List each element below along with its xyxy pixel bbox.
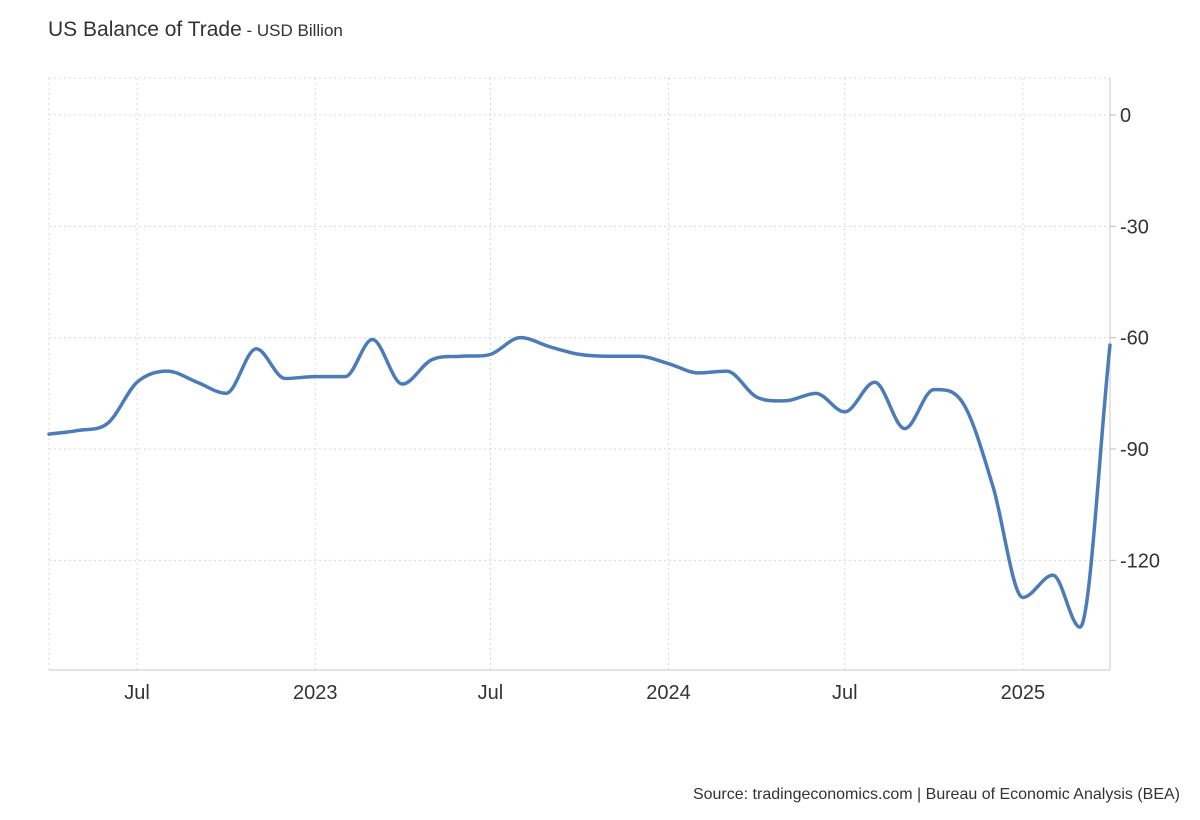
chart-title: US Balance of Trade [48,18,242,41]
y-tick-label: -60 [1120,328,1149,350]
y-tick-label: 0 [1120,105,1131,127]
y-tick-label: -120 [1120,550,1160,572]
x-tick-label: Jul [124,682,150,704]
axes [49,78,1116,671]
x-tick-label: 2024 [646,682,691,704]
x-axis-tick-labels: Jul 2023 Jul 2024 Jul 2025 [124,682,1045,704]
chart-subtitle: - USD Billion [241,21,343,40]
chart-title-block: US Balance of Trade - USD Billion [48,18,343,42]
x-tick-label: 2023 [293,682,338,704]
x-tick-label: Jul [478,682,504,704]
x-tick-label: Jul [832,682,858,704]
y-tick-label: -30 [1120,216,1149,238]
y-tick-label: -90 [1120,439,1149,461]
source-note: Source: tradingeconomics.com | Bureau of… [692,786,1180,803]
series-layer [47,335,1112,629]
series-line [47,335,1112,629]
grid-lines [48,77,1110,670]
x-tick-label: 2025 [1001,682,1046,704]
y-axis-tick-labels: 0 -30 -60 -90 -120 [1120,105,1160,572]
